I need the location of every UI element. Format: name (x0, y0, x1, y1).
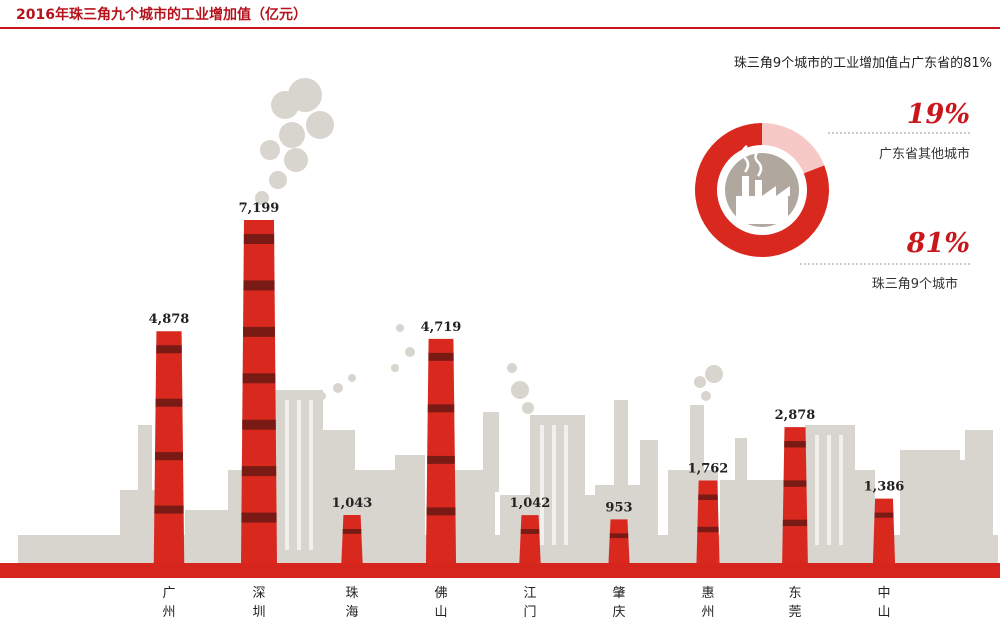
bar (153, 331, 185, 565)
bar-band (154, 505, 184, 514)
chart-title: 2016年珠三角九个城市的工业增加值（亿元） (16, 6, 307, 23)
label-other: 广东省其他城市 (879, 146, 970, 162)
label-prd: 珠三角9个城市 (872, 276, 958, 292)
bar (341, 515, 363, 565)
bar-band (428, 352, 454, 361)
category-label: 珠 (345, 586, 358, 601)
category-label: 深 (252, 586, 265, 601)
bar-band (697, 526, 719, 533)
bar (519, 515, 541, 565)
bar-band (241, 466, 277, 477)
category-label: 圳 (252, 605, 265, 620)
bar-band (155, 398, 183, 407)
bar (872, 498, 896, 565)
bar-band (242, 419, 276, 430)
bars-layer: 4,878 7,199 1,043 4,719 1,042 953 1,762 2,878 1,… (149, 201, 905, 565)
bar-band (242, 373, 276, 384)
category-label: 州 (162, 605, 175, 620)
bar-band (243, 280, 275, 291)
bar-value-label: 1,762 (688, 462, 729, 477)
category-label: 江 (523, 586, 536, 601)
bar (696, 480, 720, 565)
category-label: 惠 (701, 586, 714, 601)
category-label: 莞 (788, 605, 801, 620)
bar (241, 220, 277, 565)
header-bar (0, 0, 1000, 27)
donut-note: 珠三角9个城市的工业增加值占广东省的81% (734, 55, 992, 71)
bar-band (427, 455, 455, 464)
bar-band (342, 529, 362, 534)
bar (608, 519, 630, 565)
category-label: 门 (523, 605, 536, 620)
bar-value-label: 953 (605, 500, 632, 515)
bar-band (784, 441, 806, 448)
bar-value-label: 2,878 (775, 408, 816, 423)
bar (425, 338, 457, 565)
bar-value-label: 1,042 (510, 496, 551, 511)
bar-value-label: 1,386 (864, 480, 905, 495)
bar-band (520, 529, 540, 534)
bar-group: 4,878 (149, 312, 190, 565)
category-label: 海 (345, 605, 358, 620)
bar-band (783, 480, 807, 487)
bar-band (609, 533, 629, 539)
bar-value-label: 7,199 (239, 201, 280, 216)
donut-slice (695, 123, 829, 257)
bar (782, 427, 808, 565)
bar-band (874, 512, 894, 518)
bar-band (782, 519, 808, 527)
bar-band (426, 507, 456, 516)
bar-group: 1,762 (688, 462, 729, 565)
bar-value-label: 1,043 (332, 496, 373, 511)
bar-band (156, 345, 182, 354)
donut-slice (762, 123, 825, 174)
bar-band (243, 234, 275, 244)
bar-group: 1,042 (510, 496, 551, 565)
bar-group: 2,878 (775, 408, 816, 565)
bar-group: 953 (605, 500, 633, 565)
bar-value-label: 4,878 (149, 312, 190, 327)
pct-other: 19% (907, 99, 970, 130)
category-label: 庆 (612, 605, 625, 620)
category-label: 中 (877, 586, 890, 601)
category-label: 佛 (434, 586, 447, 601)
bar-group: 1,386 (864, 480, 905, 565)
category-label: 山 (877, 605, 890, 620)
bar-value-label: 4,719 (421, 320, 462, 335)
ground-baseline (0, 563, 1000, 578)
bar-group: 7,199 (239, 201, 280, 565)
bar-group: 4,719 (421, 320, 462, 565)
bar-band (698, 494, 718, 501)
factory-icon (736, 145, 790, 224)
smoke-illustration (255, 78, 723, 414)
pct-prd: 81% (906, 228, 970, 259)
bar-band (427, 404, 455, 413)
category-label: 肇 (612, 586, 625, 601)
category-label: 东 (788, 586, 801, 601)
bar-band (243, 326, 275, 337)
bar-group: 1,043 (332, 496, 373, 565)
bar-band (241, 512, 277, 523)
bar-band (155, 452, 183, 461)
category-label: 山 (434, 605, 447, 620)
category-label: 州 (701, 605, 714, 620)
category-label: 广 (162, 586, 175, 601)
